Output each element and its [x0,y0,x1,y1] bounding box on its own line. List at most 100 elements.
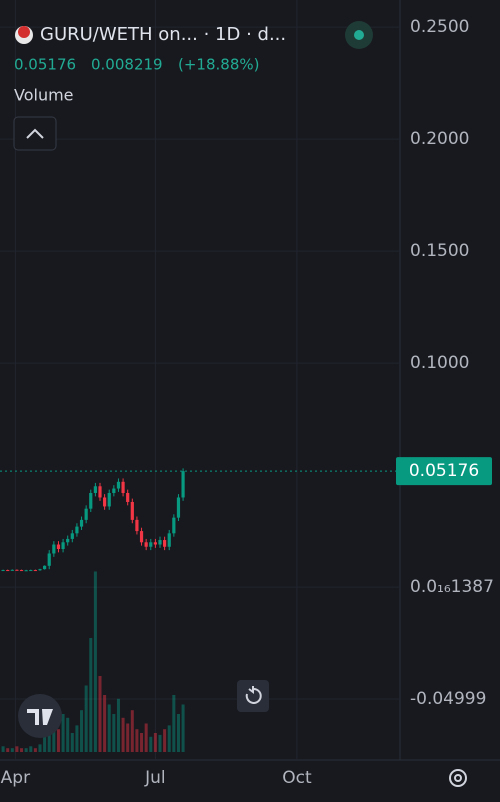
candle-body [103,497,107,507]
volume-bar [24,748,28,752]
volume-bar [6,748,10,752]
volume-bar [176,714,180,752]
price-change: 0.008219 [91,56,163,74]
candle-body [84,508,88,520]
candle-body [153,542,157,545]
volume-bar [98,676,102,752]
settings-button[interactable] [449,769,467,787]
symbol-title[interactable]: GURU/WETH on... · 1D · d... [40,24,286,45]
volume-bar [43,733,47,752]
candle-body [79,519,84,527]
candle-body [89,493,93,509]
volume-bar [84,685,88,752]
volume-legend: Volume [14,86,74,105]
candle-body [66,538,70,543]
last-price-label: 0.05176 [409,461,479,481]
volume-bar [107,704,111,752]
candle-body [29,570,33,572]
y-tick-label: -0.04999 [410,689,486,709]
candle-body [19,570,24,572]
tv-logo[interactable] [18,694,62,738]
volume-bar [33,748,37,752]
candle-body [139,531,144,543]
price-change-percent: (+18.88%) [178,56,259,74]
volume-bar [56,729,60,752]
volume-bar [181,704,185,752]
collapse-button[interactable] [13,116,57,151]
volume-bar [10,748,14,752]
volume-bar [167,725,171,752]
volume-bar [29,746,33,752]
volume-bar [61,714,65,752]
last-price: 0.05176 [14,56,76,74]
reset-icon [245,686,262,704]
candle-body [116,481,121,489]
volume-bar [149,736,153,752]
candle-body [181,471,185,498]
reset-button[interactable] [237,680,269,712]
candle-body [43,565,47,570]
volume-bar [75,725,79,752]
candle-body [172,517,176,534]
candle-body [10,569,14,571]
candle-body [130,501,134,520]
candle-body [135,519,139,532]
volume-bar [80,710,84,752]
candle-body [112,488,116,494]
x-tick-label: Jul [144,768,166,788]
volume-bar [103,695,107,752]
candle-body [126,493,130,502]
candle-body [176,497,181,518]
volume-bar [93,571,97,752]
volume-bar [121,717,125,752]
candle-body [107,493,111,507]
volume-bar [130,710,134,752]
volume-bar [116,698,120,752]
x-tick-label: Oct [282,768,312,788]
candle-body [98,486,102,498]
last-price-box [396,457,492,486]
volume-bar [135,729,139,752]
volume-bar [38,744,42,752]
volume-bar [153,733,157,752]
y-tick-label: 0.0₁₆1387 [410,577,494,597]
tv-logo-mark [27,709,53,725]
volume-bar [112,714,116,752]
candle-body [6,570,10,572]
volume-bar [20,748,24,752]
volume-bar [172,695,176,752]
candle-body [149,542,153,547]
volume-bar [15,746,19,752]
volume-bar [144,723,148,752]
y-tick-label: 0.2500 [410,17,469,37]
candle-body [144,542,148,547]
volume-bar [163,729,167,752]
y-tick-label: 0.1000 [410,353,469,373]
status-dot [354,30,364,40]
series [0,468,400,752]
candle-body [38,569,42,571]
volume-bar [140,733,144,752]
candle-body [56,544,61,550]
volume-bar [126,723,130,752]
candle-body [163,540,167,547]
chevron-icon [26,128,44,139]
candle-body [61,542,65,550]
volume-bar [89,638,93,752]
candle-body [167,533,171,547]
volume-bar [1,746,5,752]
candle-body [24,570,28,572]
candle-body [70,533,74,539]
candle-body [158,540,162,545]
candle-body [121,481,125,494]
gear-icon [449,769,467,787]
x-tick-label: Apr [1,768,30,788]
candle-body [15,569,19,571]
y-tick-label: 0.2000 [410,129,469,149]
volume-bar [52,723,56,752]
icon-face [18,26,30,38]
candle-body [1,570,5,572]
candle-body [93,486,97,494]
